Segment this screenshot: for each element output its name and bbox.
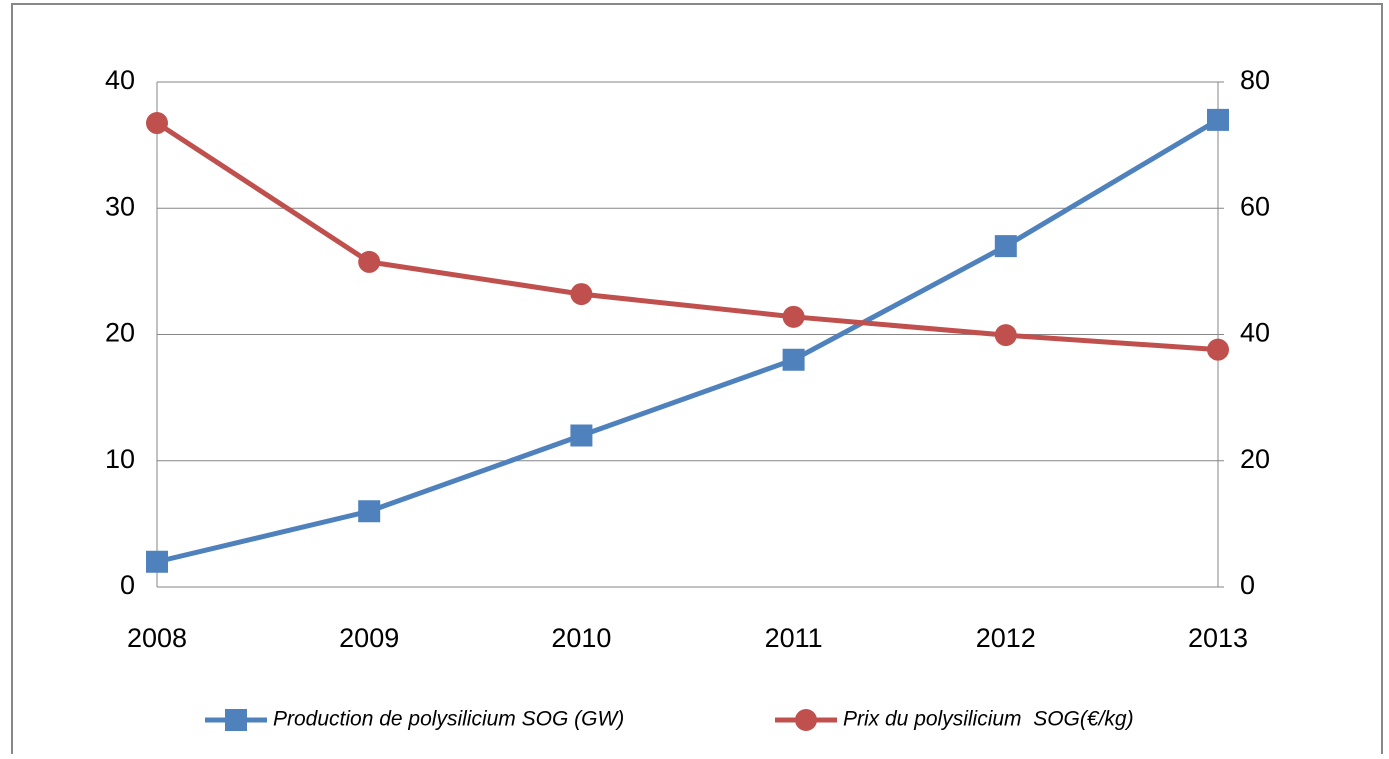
y-tick-label: 30 [105, 191, 135, 221]
y2-tick-label: 40 [1240, 318, 1270, 348]
marker [1207, 338, 1229, 361]
legend-label: Prix du polysilicium SOG(€/kg) [843, 708, 1134, 731]
series-line [156, 117, 1220, 565]
marker [570, 424, 593, 447]
marker [795, 709, 817, 731]
marker [146, 550, 168, 573]
marker [782, 305, 805, 328]
marker [994, 324, 1017, 347]
marker [782, 348, 805, 371]
x-tick-label: 2011 [765, 623, 823, 653]
x-tick-label: 2009 [339, 623, 399, 653]
marker [570, 283, 593, 306]
y2-tick-label: 80 [1240, 65, 1270, 95]
marker [146, 112, 168, 135]
y-tick-label: 20 [105, 318, 135, 348]
legend-label: Production de polysilicium SOG (GW) [273, 708, 624, 731]
x-tick-label: 2008 [127, 623, 187, 653]
x-tick-label: 2013 [1188, 623, 1248, 653]
chart-frame [11, 3, 1383, 759]
y2-tick-label: 60 [1240, 191, 1270, 221]
x-tick-label: 2012 [976, 623, 1036, 653]
y-tick-label: 0 [120, 570, 135, 600]
marker [1207, 108, 1229, 131]
marker [994, 235, 1017, 258]
x-tick-label: 2010 [551, 623, 611, 653]
marker [358, 250, 381, 273]
y2-tick-label: 0 [1240, 570, 1255, 600]
y-tick-label: 10 [105, 444, 135, 474]
marker [225, 709, 247, 731]
y-tick-label: 40 [105, 65, 135, 95]
series-line [155, 120, 1219, 353]
y2-tick-label: 20 [1240, 444, 1270, 474]
marker [358, 500, 381, 523]
